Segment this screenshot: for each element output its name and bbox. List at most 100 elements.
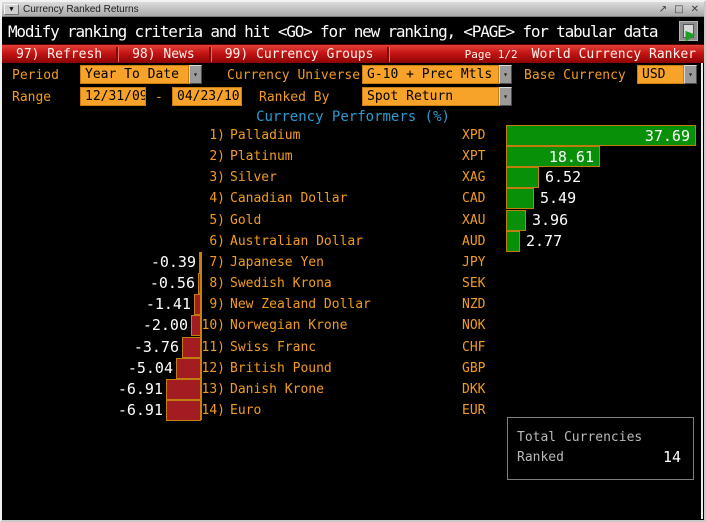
row-ticker-SEK: SEK: [462, 276, 486, 292]
row-rank: 1): [209, 128, 225, 143]
window-menu-icon[interactable]: ▼: [4, 3, 19, 15]
row-name-XAG: 3) Silver: [198, 170, 277, 185]
range-end-input[interactable]: 04/23/10: [172, 87, 242, 106]
ranked-by-label: Ranked By: [259, 90, 330, 105]
ranked-by-select[interactable]: Spot Return: [362, 87, 499, 106]
row-rank: 8): [209, 276, 225, 292]
row-name-JPY: 7) Japanese Yen: [198, 255, 324, 270]
export-page-icon[interactable]: [679, 21, 698, 42]
menu-item-currency-groups[interactable]: 99) Currency Groups: [224, 46, 374, 62]
row-ticker-JPY: JPY: [462, 254, 486, 270]
ranked-by-dropdown-arrow-icon[interactable]: ▾: [499, 87, 512, 106]
bar-XAG[interactable]: [506, 167, 539, 189]
row-currency-name: Gold: [230, 212, 262, 228]
row-ticker-XPT: XPT: [462, 149, 486, 165]
page-indicator: Page 1/2: [464, 47, 518, 61]
row-ticker-XAG: XAG: [462, 170, 486, 186]
bar-value-DKK: -6.91: [117, 379, 163, 398]
row-name-XPD: 1) Palladium: [198, 128, 300, 143]
chart-title: Currency Performers (%): [256, 109, 450, 125]
row-currency-name: Australian Dollar: [230, 233, 364, 249]
bar-value: 18.61: [548, 148, 594, 167]
maximize-icon[interactable]: □: [674, 3, 684, 15]
total-label-line2: Ranked: [517, 450, 564, 465]
row-name-GBP: 12) British Pound: [198, 361, 332, 376]
row-name-NOK: 10) Norwegian Krone: [198, 318, 348, 334]
bar-XPD[interactable]: 37.69: [506, 125, 696, 146]
menu-item-news[interactable]: 98) News: [132, 46, 195, 62]
row-rank: 2): [209, 149, 225, 165]
bar-value-JPY: -0.39: [150, 252, 196, 271]
base-dropdown-arrow-icon[interactable]: ▾: [684, 65, 697, 84]
range-start-input[interactable]: 12/31/09: [80, 87, 146, 106]
bar-EUR[interactable]: [166, 399, 201, 421]
universe-dropdown-arrow-icon[interactable]: ▾: [499, 65, 512, 84]
currency-universe-label: Currency Universe: [227, 68, 361, 83]
bar-value-AUD: 2.77: [526, 231, 563, 250]
bar-AUD[interactable]: [506, 230, 520, 252]
bar-XPT[interactable]: 18.61: [506, 146, 600, 168]
menu-divider: [387, 46, 390, 62]
row-name-XAU: 5) Gold: [198, 213, 261, 228]
chart-right-border: [701, 63, 703, 519]
menu-item-refresh[interactable]: 97) Refresh: [16, 46, 103, 62]
window-title: Currency Ranked Returns: [23, 3, 139, 15]
message-text: Modify ranking criteria and hit <GO> for…: [8, 21, 659, 41]
restore-icon[interactable]: ↗: [658, 3, 668, 15]
row-currency-name: Palladium: [230, 128, 301, 143]
row-currency-name: Silver: [230, 170, 277, 186]
period-dropdown-arrow-icon[interactable]: ▾: [189, 65, 202, 84]
row-rank: 12): [201, 360, 225, 376]
row-name-CHF: 11) Swiss Franc: [198, 339, 317, 355]
row-name-EUR: 14) Euro: [198, 402, 262, 418]
row-name-NZD: 9) New Zealand Dollar: [198, 297, 371, 312]
bar-CAD[interactable]: [506, 188, 534, 210]
base-currency-select[interactable]: USD: [637, 65, 684, 84]
bar-value-XAU: 3.96: [532, 210, 569, 229]
row-name-SEK: 8) Swedish Krona: [198, 276, 331, 292]
row-ticker-NOK: NOK: [462, 318, 486, 334]
row-rank: 13): [201, 381, 225, 397]
row-ticker-XPD: XPD: [462, 128, 486, 143]
bar-value-EUR: -6.91: [117, 400, 163, 419]
row-rank: 3): [209, 170, 225, 186]
period-select[interactable]: Year To Date: [80, 65, 189, 84]
row-currency-name: Swiss Franc: [230, 339, 317, 355]
currency-universe-select[interactable]: G-10 + Prec Mtls: [362, 65, 499, 84]
row-ticker-AUD: AUD: [462, 233, 486, 249]
row-ticker-XAU: XAU: [462, 212, 486, 228]
page-glyph: [683, 24, 694, 38]
bar-value: 37.69: [644, 127, 690, 145]
row-currency-name: Euro: [230, 402, 262, 418]
menu-bar: 97) Refresh 98) News 99) Currency Groups…: [2, 44, 704, 63]
base-currency-label: Base Currency: [524, 68, 626, 83]
row-currency-name: British Pound: [230, 360, 332, 376]
bar-value-CHF: -3.76: [133, 337, 179, 356]
close-icon[interactable]: ✕: [690, 3, 699, 15]
row-name-CAD: 4) Canadian Dollar: [198, 191, 347, 206]
bar-XAU[interactable]: [506, 209, 526, 231]
title-bar: ▼ Currency Ranked Returns ↗ □ ✕: [2, 2, 704, 17]
range-label: Range: [12, 90, 52, 105]
row-ticker-NZD: NZD: [462, 297, 486, 313]
message-bar: Modify ranking criteria and hit <GO> for…: [2, 18, 704, 44]
bar-GBP[interactable]: [176, 357, 201, 379]
row-rank: 14): [201, 402, 225, 418]
row-rank: 10): [201, 318, 225, 334]
row-rank: 6): [209, 233, 225, 249]
bar-value-SEK: -0.56: [149, 274, 195, 293]
row-ticker-CHF: CHF: [462, 339, 486, 355]
row-rank: 5): [209, 212, 225, 228]
row-currency-name: Platinum: [230, 149, 293, 165]
row-currency-name: Canadian Dollar: [230, 191, 348, 207]
row-currency-name: Japanese Yen: [230, 254, 324, 270]
row-ticker-CAD: CAD: [462, 191, 486, 207]
bar-DKK[interactable]: [166, 378, 201, 400]
menu-divider: [116, 46, 119, 62]
total-label-line1: Total Currencies: [517, 430, 643, 445]
bar-value-GBP: -5.04: [127, 358, 173, 377]
bar-CHF[interactable]: [182, 336, 201, 358]
bar-value-XAG: 6.52: [545, 168, 582, 187]
row-currency-name: New Zealand Dollar: [230, 297, 371, 313]
